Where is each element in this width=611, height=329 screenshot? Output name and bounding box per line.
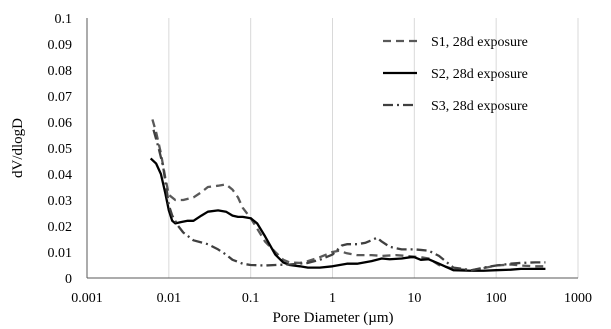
y-tick-label-8: 0.08 xyxy=(48,64,73,79)
y-axis-tick-labels: 0 0.01 0.02 0.03 0.04 0.05 0.06 0.07 0.08 0.09 0.1 xyxy=(48,12,73,287)
x-tick-label-4: 10 xyxy=(407,291,421,306)
legend-label-s1: S1, 28d exposure xyxy=(431,35,528,50)
axes xyxy=(86,18,578,279)
x-axis-title: Pore Diameter (µm) xyxy=(272,310,393,326)
y-tick-label-0: 0 xyxy=(65,272,72,287)
x-tick-label-5: 100 xyxy=(486,291,507,306)
x-axis-tick-labels: 0.001 0.01 0.1 1 10 100 1000 xyxy=(71,291,592,306)
series-line-s2 xyxy=(149,157,546,272)
x-tick-label-3: 1 xyxy=(329,291,336,306)
x-tick-label-0: 0.001 xyxy=(71,291,103,306)
y-tick-label-5: 0.05 xyxy=(48,142,73,157)
y-tick-label-3: 0.03 xyxy=(48,194,73,209)
grid-lines xyxy=(168,18,579,278)
y-axis-title: dV/dlogD xyxy=(10,118,26,178)
x-tick-label-6: 1000 xyxy=(564,291,592,306)
legend-label-s2: S2, 28d exposure xyxy=(431,67,528,82)
data-series xyxy=(149,119,546,272)
series-line-s1 xyxy=(151,119,546,272)
legend-label-s3: S3, 28d exposure xyxy=(431,99,528,114)
y-tick-label-10: 0.1 xyxy=(55,12,73,27)
series-line-s3 xyxy=(152,129,546,272)
y-tick-label-2: 0.02 xyxy=(48,220,73,235)
x-tick-label-2: 0.1 xyxy=(242,291,260,306)
legend: S1, 28d exposure S2, 28d exposure S3, 28d … xyxy=(383,35,528,114)
y-tick-label-9: 0.09 xyxy=(48,38,73,53)
y-tick-label-6: 0.06 xyxy=(48,116,73,131)
y-tick-label-4: 0.04 xyxy=(48,168,73,183)
y-tick-label-1: 0.01 xyxy=(48,246,73,261)
y-tick-label-7: 0.07 xyxy=(48,90,73,105)
x-tick-label-1: 0.01 xyxy=(157,291,182,306)
